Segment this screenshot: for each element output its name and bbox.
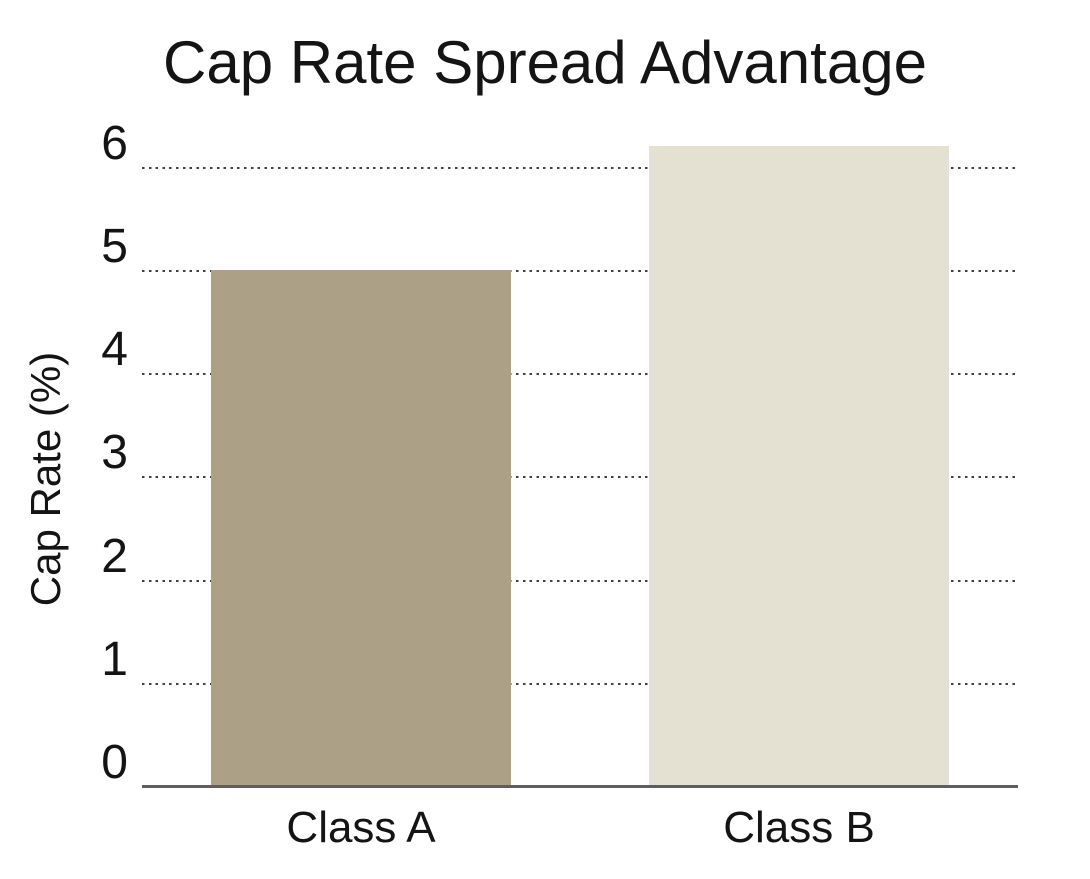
gridline-y-4 xyxy=(142,373,1018,376)
y-tick-label-0: 0 xyxy=(101,736,128,789)
x-axis-category-labels: Class A Class B xyxy=(142,806,1018,858)
y-tick-label-5: 5 xyxy=(101,220,128,274)
y-tick-label-4: 4 xyxy=(101,323,128,377)
y-axis-tick-labels: 0 1 2 3 4 5 6 xyxy=(0,119,128,789)
chart-title: Cap Rate Spread Advantage xyxy=(163,29,927,96)
x-axis-line xyxy=(142,785,1018,788)
bar-class-b xyxy=(649,146,949,786)
y-tick-label-1: 1 xyxy=(101,632,128,686)
gridline-y-1 xyxy=(142,682,1018,685)
x-label-class-b: Class B xyxy=(723,803,875,852)
gridline-y-3 xyxy=(142,476,1018,479)
x-label-class-a: Class A xyxy=(286,803,436,852)
gridline-y-6 xyxy=(142,166,1018,169)
bar-class-a xyxy=(211,270,511,786)
y-tick-label-2: 2 xyxy=(101,529,128,583)
gridline-y-5 xyxy=(142,270,1018,273)
y-tick-label-6: 6 xyxy=(101,116,128,170)
gridline-y-2 xyxy=(142,579,1018,582)
plot-area xyxy=(142,140,1018,788)
y-tick-label-3: 3 xyxy=(101,426,128,480)
